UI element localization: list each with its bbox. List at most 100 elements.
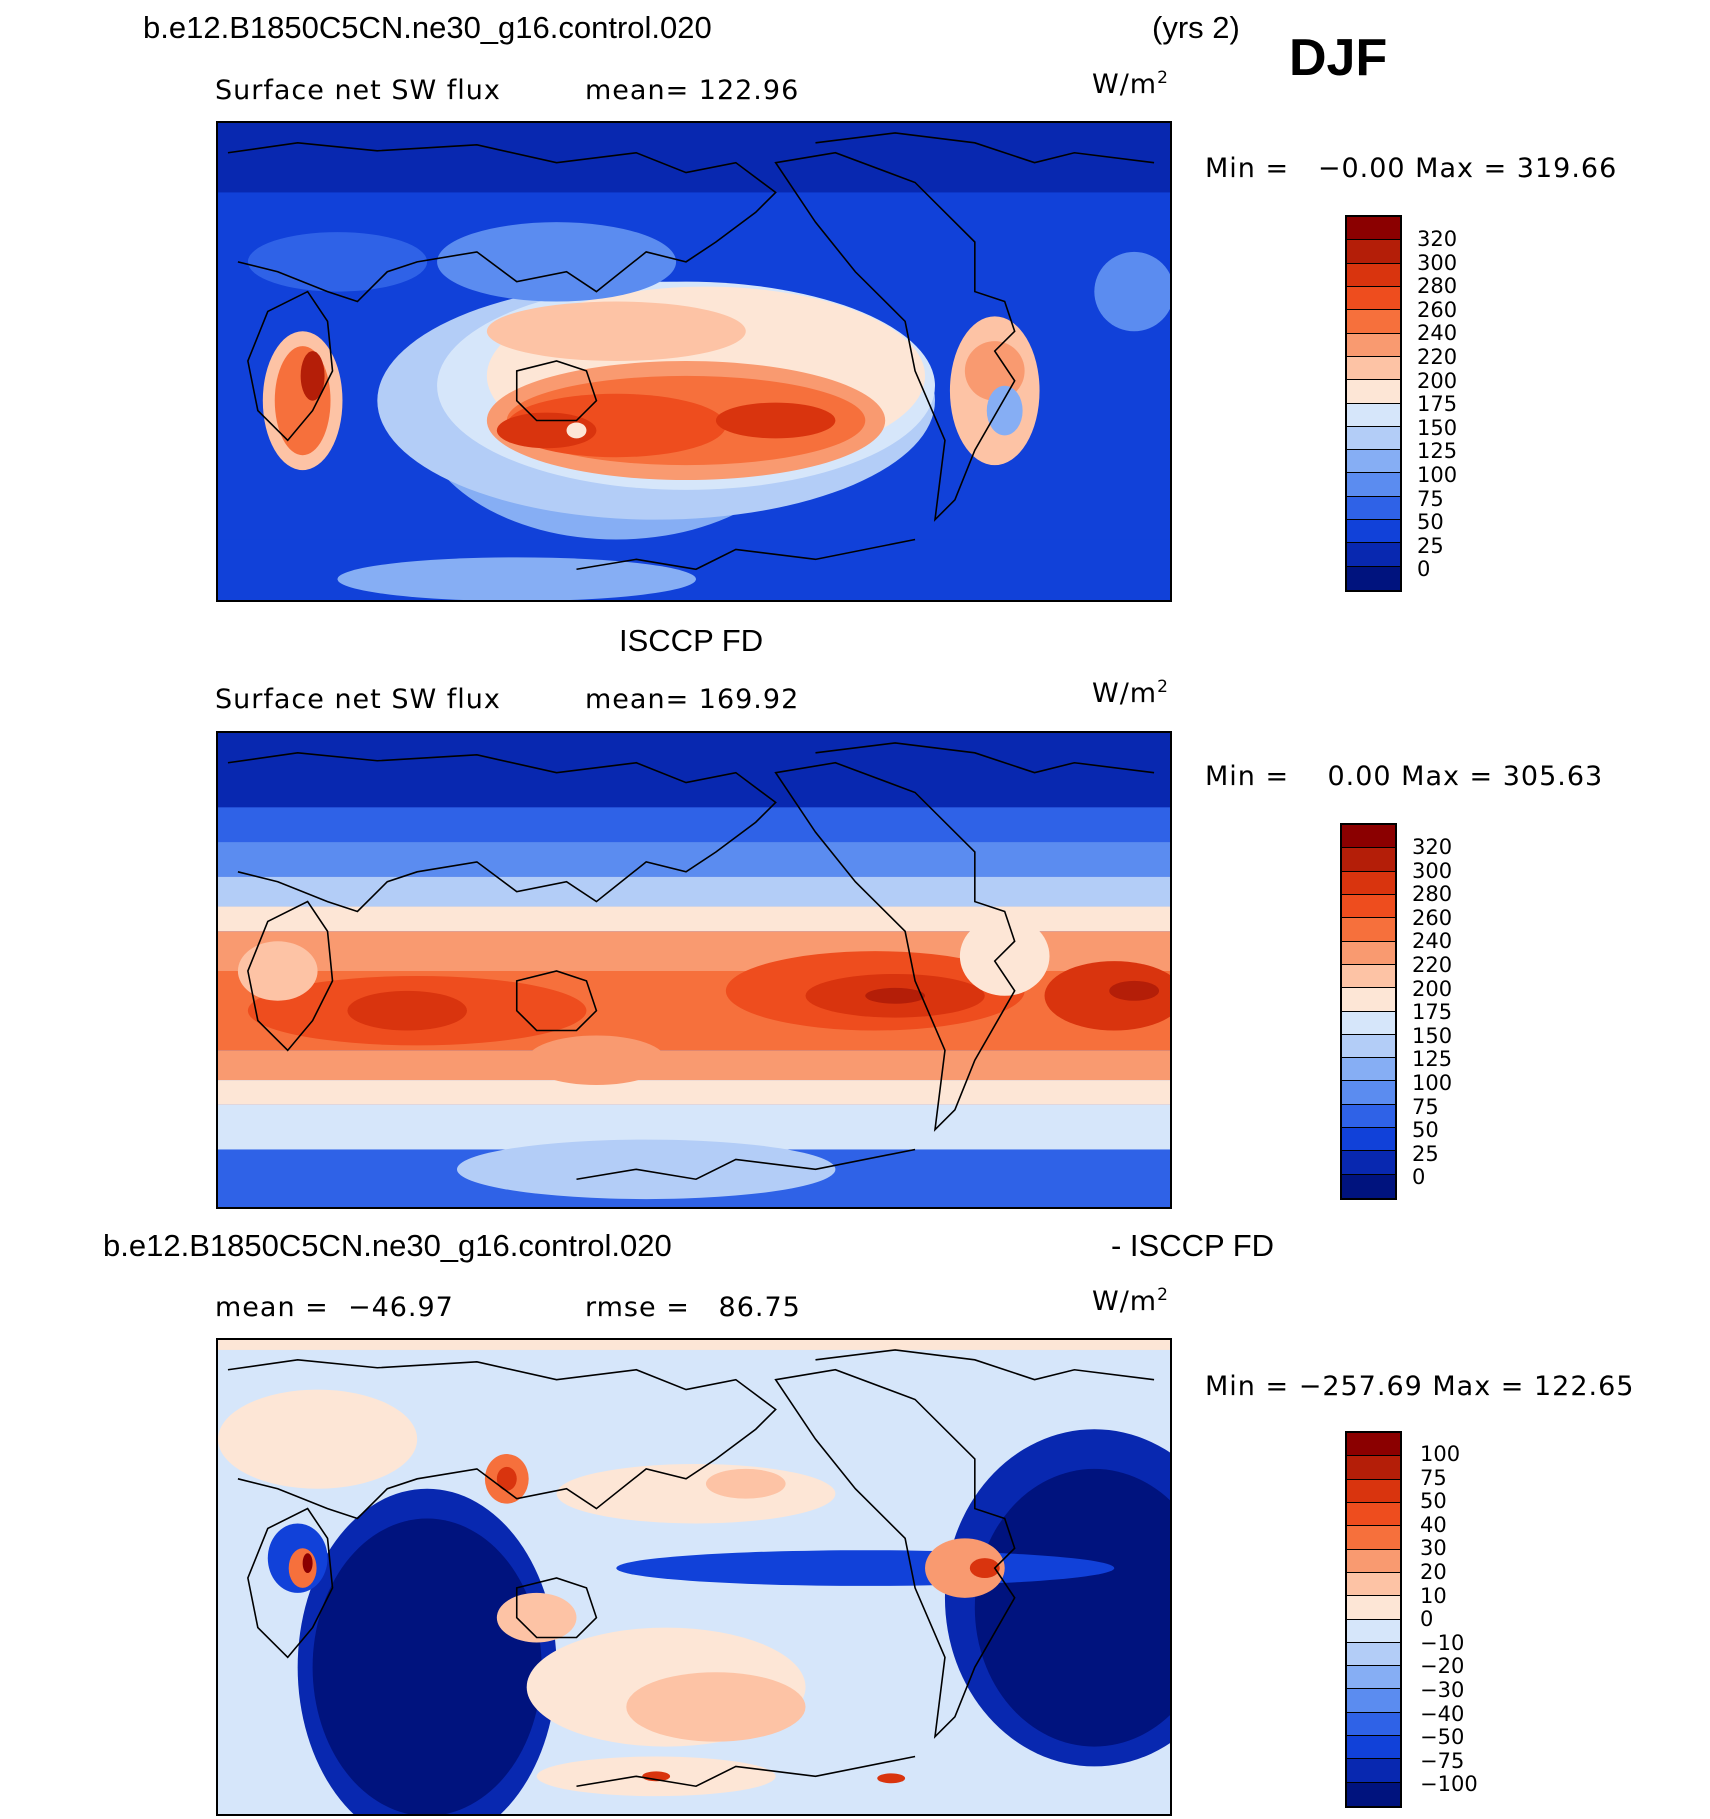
colorbar-swatch xyxy=(1342,848,1395,872)
colorbar-swatch xyxy=(1347,566,1400,590)
colorbar-tick-label: 100 xyxy=(1412,1071,1453,1095)
colorbar-swatch xyxy=(1342,918,1395,942)
panel3-rmse-label: rmse = 86.75 xyxy=(585,1292,801,1323)
panel3-map-svg xyxy=(218,1340,1170,1814)
colorbar-tick-label: 25 xyxy=(1412,1141,1439,1166)
colorbar-swatch xyxy=(1347,1456,1400,1480)
panel3-title-right: - ISCCP FD xyxy=(1111,1228,1275,1263)
colorbar-tick-label: 175 xyxy=(1417,392,1458,417)
colorbar-tick-label: 75 xyxy=(1412,1094,1439,1119)
colorbar-swatch xyxy=(1342,1104,1395,1129)
colorbar-swatch xyxy=(1347,450,1400,474)
colorbar-tick-label: 200 xyxy=(1412,976,1453,1001)
colorbar-swatch xyxy=(1342,988,1395,1012)
colorbar-tick-label: 300 xyxy=(1417,250,1458,275)
colorbar-swatch xyxy=(1342,1128,1395,1152)
colorbar-swatch xyxy=(1342,1174,1395,1198)
case-title: b.e12.B1850C5CN.ne30_g16.control.020 xyxy=(143,10,712,45)
colorbar-swatch xyxy=(1347,1502,1400,1527)
colorbar-tick-label: 20 xyxy=(1420,1560,1447,1584)
colorbar-tick-label: 100 xyxy=(1417,463,1458,487)
colorbar-swatch xyxy=(1347,520,1400,544)
panel3-map xyxy=(216,1338,1172,1816)
colorbar-tick-label: −75 xyxy=(1420,1748,1465,1773)
colorbar-swatch xyxy=(1347,1433,1400,1457)
colorbar-tick-label: −100 xyxy=(1420,1772,1478,1797)
colorbar-swatch xyxy=(1347,1666,1400,1690)
colorbar-swatch xyxy=(1342,1034,1395,1059)
colorbar-tick-label: 320 xyxy=(1412,835,1453,859)
colorbar-tick-label: 50 xyxy=(1417,510,1444,535)
colorbar-swatch xyxy=(1347,543,1400,567)
panel1-map-svg xyxy=(218,123,1170,600)
colorbar-tick-label: 280 xyxy=(1412,882,1453,907)
panel1-minmax: Min = −0.00 Max = 319.66 xyxy=(1205,153,1618,184)
colorbar-tick-label: 0 xyxy=(1417,557,1431,582)
colorbar-tick-label: −30 xyxy=(1420,1678,1465,1702)
colorbar-tick-label: 220 xyxy=(1412,953,1453,977)
colorbar-tick-label: 30 xyxy=(1420,1536,1447,1561)
colorbar-swatch xyxy=(1347,1759,1400,1783)
colorbar-swatch xyxy=(1347,403,1400,427)
colorbar-swatch xyxy=(1347,240,1400,264)
colorbar-swatch xyxy=(1342,1011,1395,1035)
colorbar-tick-label: 240 xyxy=(1412,929,1453,954)
colorbar-tick-label: 50 xyxy=(1412,1118,1439,1143)
colorbar-swatch xyxy=(1347,473,1400,497)
panel3-minmax: Min = −257.69 Max = 122.65 xyxy=(1205,1371,1635,1402)
colorbar-tick-label: 0 xyxy=(1412,1165,1426,1190)
colorbar-swatch xyxy=(1347,1736,1400,1760)
colorbar-tick-label: 220 xyxy=(1417,345,1458,369)
colorbar-tick-label: 75 xyxy=(1420,1465,1447,1490)
colorbar-tick-label: 50 xyxy=(1420,1489,1447,1514)
panel1-mean-label: mean= 122.96 xyxy=(585,75,800,106)
panel2-units: W/m2 xyxy=(1092,677,1169,709)
colorbar-tick-label: −20 xyxy=(1420,1654,1465,1679)
colorbar-swatch xyxy=(1347,426,1400,451)
colorbar-swatch xyxy=(1347,1526,1400,1550)
colorbar-swatch xyxy=(1347,1549,1400,1573)
colorbar-swatch xyxy=(1347,263,1400,287)
panel3-mean-label: mean = −46.97 xyxy=(215,1292,454,1323)
panel3-title-left: b.e12.B1850C5CN.ne30_g16.control.020 xyxy=(103,1228,672,1263)
panel3-units: W/m2 xyxy=(1092,1285,1169,1317)
colorbar-tick-label: 75 xyxy=(1417,486,1444,511)
colorbar-tick-label: 260 xyxy=(1417,297,1458,322)
colorbar-tick-label: 240 xyxy=(1417,321,1458,346)
panel2-map-svg xyxy=(218,733,1170,1207)
panel1-colorbar xyxy=(1345,215,1402,592)
colorbar-swatch xyxy=(1342,825,1395,849)
years-label: (yrs 2) xyxy=(1152,10,1240,45)
colorbar-swatch xyxy=(1347,310,1400,334)
colorbar-swatch xyxy=(1342,964,1395,989)
panel2-variable-label: Surface net SW flux xyxy=(215,684,501,715)
colorbar-swatch xyxy=(1342,1058,1395,1082)
colorbar-swatch xyxy=(1347,1596,1400,1620)
colorbar-tick-label: 280 xyxy=(1417,274,1458,299)
panel2-minmax: Min = 0.00 Max = 305.63 xyxy=(1205,761,1604,792)
colorbar-swatch xyxy=(1347,380,1400,404)
colorbar-tick-label: 25 xyxy=(1417,533,1444,558)
colorbar-swatch xyxy=(1347,1572,1400,1597)
colorbar-tick-label: 125 xyxy=(1417,439,1458,464)
colorbar-swatch xyxy=(1347,356,1400,381)
panel1-variable-label: Surface net SW flux xyxy=(215,75,501,106)
colorbar-tick-label: 300 xyxy=(1412,858,1453,883)
colorbar-swatch xyxy=(1347,1642,1400,1667)
colorbar-swatch xyxy=(1347,1689,1400,1713)
colorbar-tick-label: 320 xyxy=(1417,227,1458,251)
panel2-map xyxy=(216,731,1172,1209)
colorbar-tick-label: 40 xyxy=(1420,1512,1447,1537)
colorbar-swatch xyxy=(1347,496,1400,521)
colorbar-tick-label: 100 xyxy=(1420,1442,1461,1466)
season-label: DJF xyxy=(1289,29,1388,87)
colorbar-tick-label: 10 xyxy=(1420,1583,1447,1608)
panel1-map xyxy=(216,121,1172,602)
panel2-colorbar xyxy=(1340,823,1397,1200)
colorbar-swatch xyxy=(1347,333,1400,357)
colorbar-tick-label: 200 xyxy=(1417,368,1458,393)
colorbar-tick-label: 150 xyxy=(1417,415,1458,440)
colorbar-tick-label: 150 xyxy=(1412,1023,1453,1048)
panel3-colorbar xyxy=(1345,1431,1402,1808)
colorbar-swatch xyxy=(1347,1712,1400,1737)
